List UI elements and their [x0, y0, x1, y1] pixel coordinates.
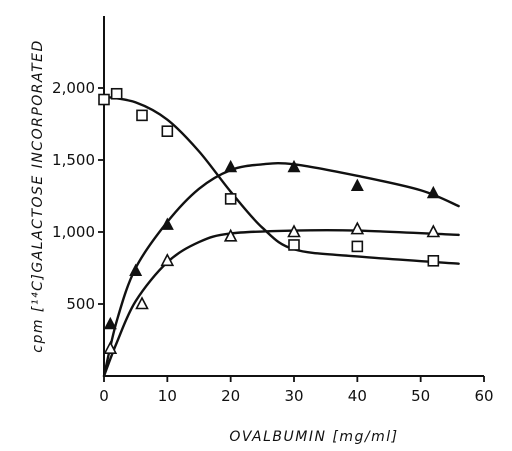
data-point-filled-triangle — [129, 263, 143, 276]
y-tick-label: 1,500 — [52, 151, 95, 169]
data-point-open-triangle — [135, 296, 149, 310]
x-tick-label: 20 — [221, 387, 240, 405]
data-point-filled-triangle — [426, 185, 440, 199]
series-curve-open-square — [102, 95, 460, 265]
y-tick-label: 500 — [66, 295, 95, 313]
y-axis-title: cpm [¹⁴C]GALACTOSE INCORPORATED — [30, 39, 46, 352]
data-point-filled-triangle — [350, 178, 364, 192]
data-point-open-triangle — [103, 340, 118, 354]
series-curve-filled-triangle — [102, 162, 460, 378]
data-point-open-triangle — [287, 224, 301, 238]
data-point-filled-triangle — [160, 217, 174, 230]
data-point-square — [110, 87, 123, 100]
data-point-square — [161, 125, 174, 137]
x-tick-label: 30 — [284, 387, 303, 405]
data-point-filled-triangle — [287, 159, 301, 173]
x-tick-label: 0 — [99, 387, 109, 405]
data-point-open-triangle — [350, 221, 365, 235]
x-axis-title: OVALBUMIN [mg/ml] — [229, 429, 398, 445]
x-tick-label: 40 — [348, 387, 367, 405]
data-point-square — [224, 193, 237, 205]
axis-ticks: 0 10 20 30 40 50 60 500 1,000 1,500 2,000 — [52, 79, 494, 405]
fitted-curves — [102, 95, 460, 378]
data-point-square — [98, 93, 110, 106]
data-point-filled-triangle — [103, 316, 117, 330]
data-point-filled-triangle — [224, 159, 238, 173]
series-curve-open-triangle — [102, 228, 460, 378]
y-tick-label: 2,000 — [52, 79, 95, 97]
data-point-open-triangle — [223, 228, 238, 242]
data-markers — [98, 87, 441, 354]
x-tick-label: 60 — [474, 387, 493, 405]
data-point-open-triangle — [160, 253, 175, 267]
data-point-square — [288, 239, 300, 251]
x-tick-label: 10 — [158, 387, 177, 405]
data-point-square — [351, 240, 364, 253]
data-point-open-triangle — [426, 224, 441, 238]
data-point-square — [136, 109, 148, 122]
data-point-square — [427, 255, 440, 267]
y-tick-label: 1,000 — [52, 223, 95, 241]
x-tick-label: 50 — [411, 387, 430, 405]
